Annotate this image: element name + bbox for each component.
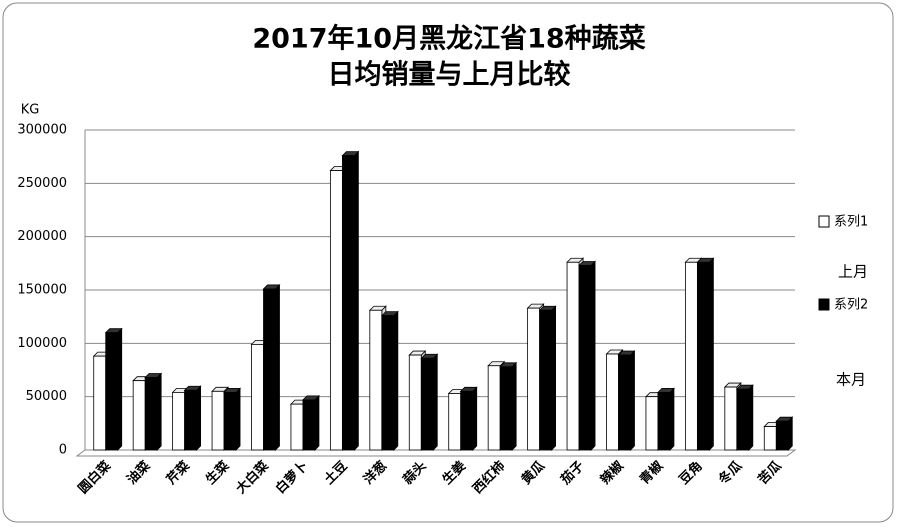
y-tick-label: 50000 bbox=[26, 389, 67, 404]
bar bbox=[578, 265, 592, 451]
bar bbox=[369, 309, 383, 451]
bar bbox=[684, 261, 698, 451]
bar bbox=[487, 365, 501, 451]
bar bbox=[460, 390, 474, 451]
legend-swatch bbox=[818, 298, 830, 311]
bar-side bbox=[551, 305, 557, 451]
y-axis-label: KG bbox=[21, 103, 40, 118]
chart-title: 2017年10月黑龙江省18种蔬菜 bbox=[252, 23, 645, 55]
y-tick-label: 0 bbox=[59, 443, 67, 458]
y-tick-label: 300000 bbox=[17, 123, 67, 138]
bar bbox=[341, 155, 355, 451]
bar-side bbox=[708, 257, 714, 451]
bar bbox=[329, 170, 343, 451]
legend-label: 系列1 bbox=[834, 215, 868, 230]
bar bbox=[290, 403, 304, 451]
bar-side bbox=[472, 386, 478, 451]
bar bbox=[696, 261, 710, 451]
bar bbox=[724, 386, 738, 451]
bar bbox=[105, 332, 119, 451]
bar bbox=[499, 366, 513, 451]
plot-floor bbox=[75, 449, 797, 457]
bar bbox=[223, 391, 237, 451]
bar-side bbox=[275, 283, 280, 451]
y-tick-label: 200000 bbox=[17, 229, 67, 244]
bar bbox=[251, 343, 264, 451]
bar bbox=[539, 309, 553, 451]
bar-side bbox=[432, 353, 438, 451]
bar bbox=[736, 388, 750, 451]
bar bbox=[763, 426, 777, 451]
annotation: 本月 bbox=[836, 371, 866, 389]
bar bbox=[172, 391, 186, 451]
bar bbox=[618, 354, 631, 451]
bar bbox=[527, 307, 541, 451]
bar bbox=[448, 393, 462, 451]
bar-side bbox=[669, 387, 675, 451]
bar bbox=[93, 355, 107, 451]
bar-side bbox=[748, 384, 754, 451]
bar-side bbox=[314, 394, 320, 451]
chart-title: 日均销量与上月比较 bbox=[328, 59, 571, 91]
bar bbox=[263, 288, 276, 451]
annotation: 上月 bbox=[838, 263, 868, 281]
bar-side bbox=[117, 327, 123, 451]
bar bbox=[566, 261, 580, 451]
bar-side bbox=[511, 361, 517, 451]
y-tick-label: 250000 bbox=[17, 176, 67, 191]
bar-side bbox=[787, 416, 793, 451]
y-tick-label: 150000 bbox=[17, 283, 67, 298]
bar bbox=[606, 353, 619, 451]
bar bbox=[144, 377, 158, 451]
bar bbox=[132, 380, 146, 451]
bar-side bbox=[590, 260, 596, 451]
bar-side bbox=[196, 385, 202, 451]
bar bbox=[381, 315, 395, 451]
bar bbox=[775, 420, 789, 451]
legend-label: 系列2 bbox=[834, 298, 868, 313]
legend-swatch bbox=[818, 215, 830, 228]
bar bbox=[645, 396, 659, 451]
bar-side bbox=[353, 150, 359, 451]
bar-side bbox=[393, 310, 399, 451]
bar-side bbox=[156, 372, 162, 451]
bar bbox=[302, 399, 316, 451]
bar bbox=[408, 354, 422, 451]
bar bbox=[184, 389, 198, 451]
bar-side bbox=[630, 350, 635, 451]
y-tick-label: 100000 bbox=[17, 336, 67, 351]
bar bbox=[657, 391, 671, 451]
bar-side bbox=[235, 387, 241, 451]
bar bbox=[211, 390, 225, 451]
bar bbox=[420, 357, 434, 451]
